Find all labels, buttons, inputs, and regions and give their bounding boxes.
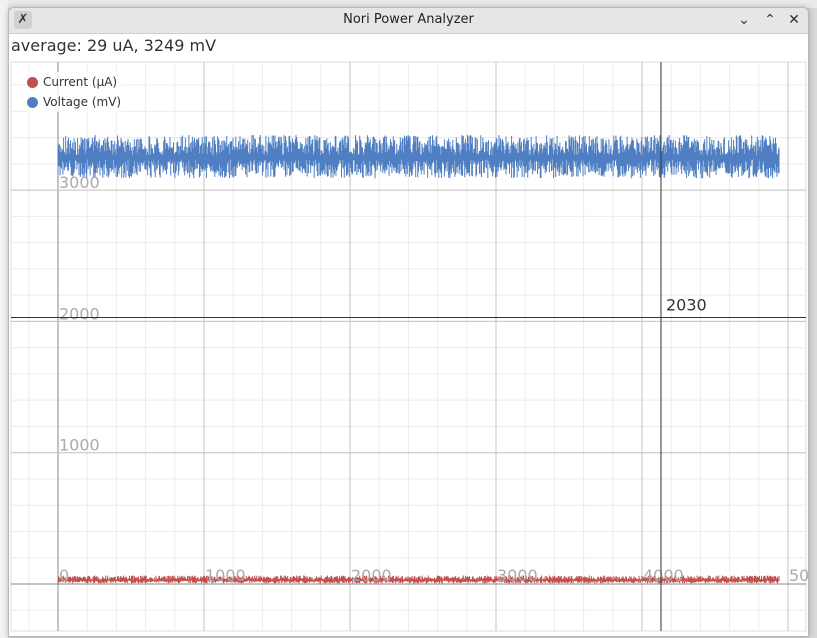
legend-item-current: Current (µA): [27, 72, 121, 92]
legend-item-voltage: Voltage (mV): [27, 92, 121, 112]
series-voltage: [57, 135, 780, 179]
average-readout: average: 29 uA, 3249 mV: [11, 36, 217, 55]
x-tick-label: 0: [59, 566, 69, 585]
minimize-icon[interactable]: ⌄: [738, 12, 750, 28]
legend-label: Voltage (mV): [43, 95, 122, 109]
x-tick-label: 1000: [205, 566, 246, 585]
close-icon[interactable]: ✕: [788, 12, 800, 28]
y-tick-label: 1000: [59, 436, 100, 455]
voltage-dot-icon: [27, 96, 38, 108]
chart-legend: Current (µA) Voltage (mV): [27, 72, 122, 112]
y-tick-label: 3000: [59, 173, 100, 192]
x-tick-label: 4000: [643, 566, 684, 585]
background-window-edge: [0, 0, 8, 638]
background-window: [0, 0, 817, 8]
window-title: Nori Power Analyzer: [343, 12, 474, 27]
cursor-value-label: 2030: [666, 295, 707, 314]
y-tick-label: 2000: [59, 304, 100, 323]
current-dot-icon: [27, 76, 38, 88]
app-window: ✗ Nori Power Analyzer ⌄ ⌃ ✕ average: 29 …: [8, 7, 809, 637]
series-current: [57, 575, 780, 584]
x-tick-label: 3000: [497, 566, 538, 585]
x-app-icon: ✗: [14, 11, 32, 29]
legend-label: Current (µA): [43, 75, 118, 89]
power-chart[interactable]: 0 1000 2000 3000 4000 50 1000 2000 3000 2030: [9, 8, 808, 636]
title-bar[interactable]: ✗ Nori Power Analyzer ⌄ ⌃ ✕: [9, 8, 808, 34]
maximize-icon[interactable]: ⌃: [764, 12, 776, 28]
x-tick-label: 2000: [351, 566, 392, 585]
x-tick-label: 50: [789, 566, 808, 585]
